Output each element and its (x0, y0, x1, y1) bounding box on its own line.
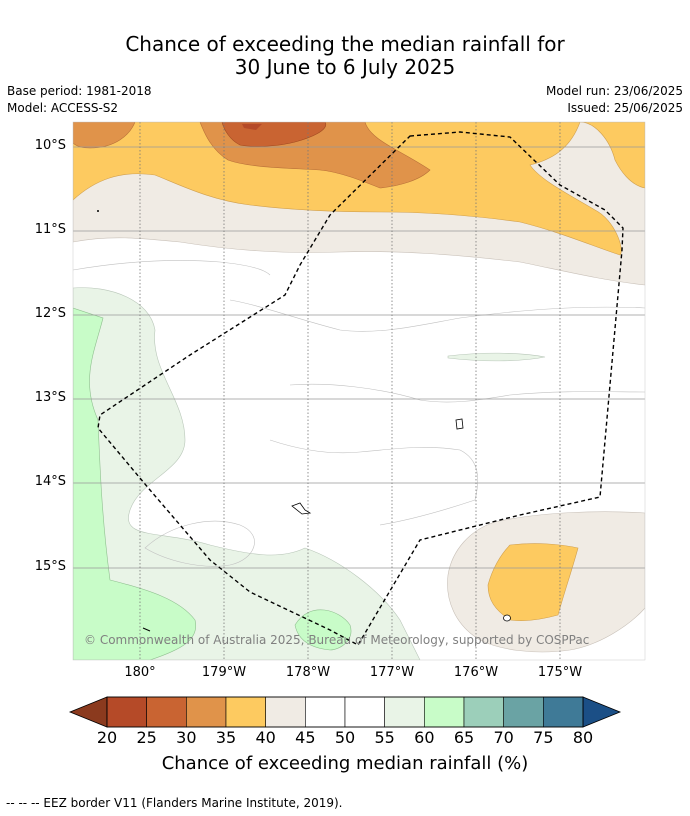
colorbar-bin (384, 696, 425, 728)
island (455, 418, 464, 430)
map-area (73, 122, 645, 660)
colorbar-tick-label: 35 (215, 728, 237, 747)
region-35-40-north (73, 122, 645, 256)
colorbar-tick-label: 60 (414, 728, 435, 747)
lat-label: 13°S (34, 390, 66, 405)
model-run: Model run: 23/06/2025 (545, 84, 683, 98)
region-55-60-west (73, 287, 421, 660)
colorbar-bin (265, 696, 306, 728)
region-30-35-north (73, 122, 136, 149)
colorbar-tick-label: 30 (176, 728, 197, 747)
lon-label: 180° (124, 665, 156, 680)
region-35-40-southeast (487, 543, 579, 622)
lat-label: 12°S (34, 306, 66, 321)
colorbar-tick-label: 40 (255, 728, 276, 747)
colorbar-bin (463, 696, 504, 728)
colorbar-tick-label: 65 (453, 728, 475, 747)
colorbar-tick-label: 80 (572, 728, 594, 747)
lat-label: 11°S (34, 222, 66, 237)
contour-line (269, 439, 479, 526)
region-20-25-north (242, 124, 262, 130)
colorbar-tick-label: 50 (334, 728, 356, 747)
colorbar-tick-label: 20 (96, 728, 118, 747)
colorbar-bin (146, 696, 187, 728)
colorbar-bin (503, 696, 544, 728)
island (142, 627, 151, 632)
lon-label: 175°W (537, 665, 583, 680)
lat-label: 14°S (34, 474, 66, 489)
graticule (73, 146, 645, 569)
base-period: Base period: 1981-2018 (7, 84, 152, 98)
island (503, 614, 511, 622)
region-60-65-west (73, 307, 197, 660)
lon-label: 177°W (369, 665, 415, 680)
colorbar-title: Chance of exceeding median rainfall (%) (161, 753, 529, 774)
copyright-notice: © Commonwealth of Australia 2025, Bureau… (84, 633, 590, 647)
region-55-60-center (447, 352, 546, 362)
colorbar-bin (344, 696, 385, 728)
colorbar-tick-label: 25 (136, 728, 157, 747)
colorbar-extend-low (68, 696, 108, 728)
colorbar-bin (186, 696, 227, 728)
colorbar-tick-label: 45 (295, 728, 316, 747)
colorbar-tick-label: 75 (533, 728, 554, 747)
eez-border (97, 131, 624, 646)
colorbar-bin (424, 696, 465, 728)
contour-line (73, 260, 271, 276)
lon-label: 179°W (201, 665, 247, 680)
lat-label: 15°S (34, 559, 66, 574)
model-name: Model: ACCESS-S2 (7, 101, 119, 115)
lon-label: 176°W (453, 665, 499, 680)
map-title-line-1: Chance of exceeding the median rainfall … (125, 32, 565, 56)
footer-note: -- -- -- EEZ border V11 (Flanders Marine… (6, 796, 343, 810)
colorbar-bin (106, 696, 147, 728)
colorbar-tick-label: 55 (374, 728, 395, 747)
colorbar-bin (543, 696, 584, 728)
island (291, 502, 312, 515)
colorbar-bin (225, 696, 266, 728)
colorbar-tick-label: 70 (493, 728, 514, 747)
map-title-line-2: 30 June to 6 July 2025 (234, 55, 456, 79)
issued-date: Issued: 25/06/2025 (567, 101, 683, 115)
colorbar-bin (305, 696, 346, 728)
contour-line (144, 520, 255, 567)
island (97, 210, 99, 212)
lat-label: 10°S (34, 138, 66, 153)
colorbar-extend-high (582, 696, 622, 728)
graticule-meridians (139, 122, 561, 660)
colorbar (68, 696, 622, 728)
lon-label: 178°W (285, 665, 331, 680)
contour-line (289, 383, 645, 403)
